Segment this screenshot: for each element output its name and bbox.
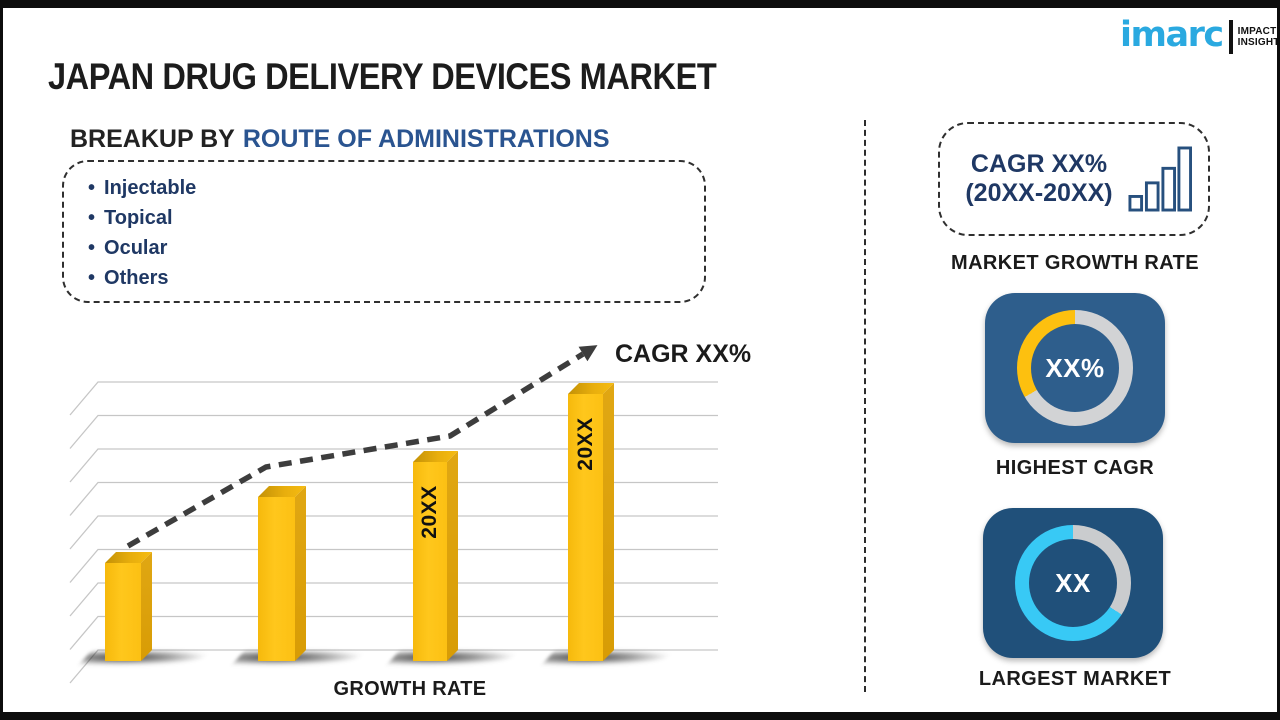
bar-label: 20XX: [573, 417, 597, 471]
subtitle-highlight: ROUTE OF ADMINISTRATIONS: [242, 125, 610, 153]
highest-cagr-donut: XX%: [1017, 310, 1133, 426]
list-item: Ocular: [88, 233, 684, 263]
bar-right-face: [295, 486, 306, 661]
highest-cagr-value: XX%: [1045, 352, 1105, 383]
growing-bars-icon: [1128, 146, 1192, 212]
cagr-line2: (20XX-20XX): [965, 179, 1113, 207]
cagr-line1: CAGR XX%: [970, 150, 1108, 178]
largest-market-value: XX: [1055, 567, 1091, 598]
trend-annotation: CAGR XX%: [615, 340, 752, 368]
cagr-text: CAGR XX% (20XX-20XX): [958, 150, 1120, 208]
bar-front-face: [413, 462, 447, 661]
chart-bar-1: [79, 563, 211, 665]
chart-bar-2: [232, 497, 366, 665]
largest-market-donut: XX: [1015, 525, 1131, 641]
growth-chart-gridlines: [69, 345, 718, 684]
page-title: JAPAN DRUG DELIVERY DEVICES MARKET: [48, 56, 717, 97]
bar-top-face: [413, 451, 458, 462]
bar-right-face: [447, 451, 458, 661]
bar-front-face: [105, 563, 141, 661]
logo-tagline: IMPACTFUL INSIGHTS: [1238, 26, 1280, 49]
bar-top-face: [105, 552, 152, 563]
trend-arrowhead-icon: [578, 345, 598, 362]
section-subtitle: BREAKUP BY ROUTE OF ADMINISTRATIONS: [70, 125, 610, 154]
logo-tagline-line2: INSIGHTS: [1237, 37, 1280, 48]
largest-market-card: XX: [983, 508, 1163, 658]
breakup-list: Injectable Topical Ocular Others: [88, 173, 684, 293]
imarc-logo-wordmark: imarc: [1120, 14, 1224, 55]
list-item: Topical: [88, 203, 684, 233]
chart-bar-4: 20XX: [542, 394, 674, 665]
subtitle-prefix: BREAKUP BY: [70, 125, 235, 153]
bar-top-face: [258, 486, 306, 497]
highest-cagr-caption: HIGHEST CAGR: [995, 457, 1155, 479]
bar-top-face: [568, 383, 614, 394]
bar-right-face: [141, 552, 152, 661]
market-growth-box: CAGR XX% (20XX-20XX): [938, 122, 1210, 236]
breakup-box: Injectable Topical Ocular Others: [62, 160, 706, 303]
bar-front-face: [258, 497, 295, 661]
bar-label: 20XX: [418, 485, 441, 539]
largest-market-caption: LARGEST MARKET: [978, 668, 1172, 690]
x-axis-label: GROWTH RATE: [333, 678, 487, 700]
logo-divider-bar: [1228, 20, 1233, 54]
chart-bar-3: 20XX: [387, 462, 519, 665]
section-divider: [864, 120, 866, 692]
logo-tagline-line1: IMPACTFUL: [1237, 25, 1280, 37]
bar-front-face: [568, 394, 603, 661]
highest-cagr-card: XX%: [985, 293, 1165, 443]
list-item: Injectable: [88, 173, 684, 203]
imarc-logo: imarc IMPACTFUL INSIGHTS: [1120, 16, 1280, 54]
list-item: Others: [88, 263, 684, 293]
market-growth-rate-caption: MARKET GROWTH RATE: [951, 252, 1199, 274]
trend-line: [126, 351, 585, 549]
bar-right-face: [603, 383, 614, 661]
